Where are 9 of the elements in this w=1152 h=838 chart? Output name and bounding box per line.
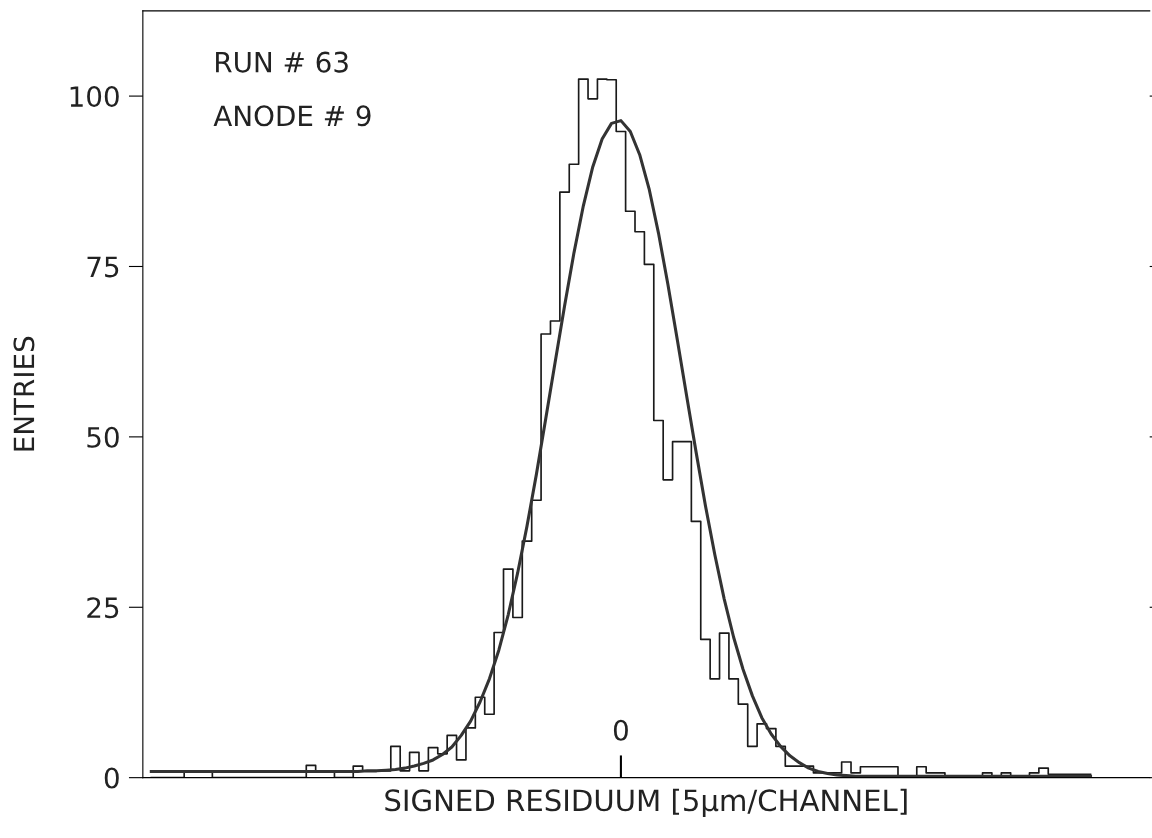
y-axis-title: ENTRIES: [13, 336, 35, 451]
annotation: ANODE # 9: [213, 105, 371, 127]
y-tick-label: 75: [87, 256, 119, 278]
y-tick-label: 0: [104, 767, 119, 789]
y-tick-label: 25: [87, 597, 119, 619]
x-axis-title: SIGNED RESIDUUM [5μm/CHANNEL]: [385, 788, 907, 817]
annotation: RUN # 63: [216, 51, 348, 73]
y-tick-label: 50: [87, 426, 119, 448]
y-tick-label: 100: [70, 86, 119, 108]
